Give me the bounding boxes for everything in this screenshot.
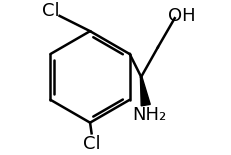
Text: Cl: Cl [82,135,100,153]
Text: Cl: Cl [41,2,59,20]
Text: NH₂: NH₂ [132,106,166,124]
Text: OH: OH [167,7,195,25]
Polygon shape [140,77,150,106]
